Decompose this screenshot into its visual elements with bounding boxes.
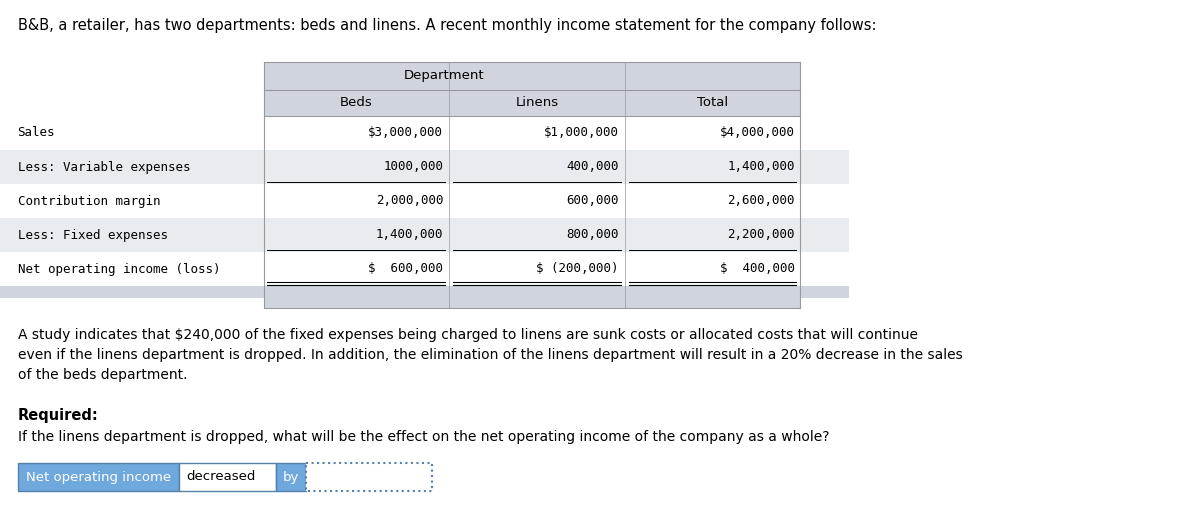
- Text: Less: Variable expenses: Less: Variable expenses: [18, 161, 190, 173]
- Text: If the linens department is dropped, what will be the effect on the net operatin: If the linens department is dropped, wha…: [18, 430, 829, 444]
- Text: Sales: Sales: [18, 127, 55, 140]
- Text: Net operating income: Net operating income: [25, 470, 170, 483]
- Bar: [0, 286, 850, 298]
- Text: 1000,000: 1000,000: [383, 161, 443, 173]
- Text: decreased: decreased: [186, 470, 256, 483]
- Bar: [0, 184, 264, 218]
- Text: Less: Fixed expenses: Less: Fixed expenses: [18, 228, 168, 242]
- Text: $  400,000: $ 400,000: [720, 263, 794, 275]
- Bar: [0, 218, 264, 252]
- Bar: [18, 463, 179, 491]
- Text: A study indicates that $240,000 of the fixed expenses being charged to linens ar: A study indicates that $240,000 of the f…: [18, 328, 962, 382]
- Text: Linens: Linens: [515, 96, 558, 109]
- Text: $4,000,000: $4,000,000: [720, 127, 794, 140]
- Bar: [0, 252, 850, 286]
- Bar: [0, 116, 850, 150]
- Text: 1,400,000: 1,400,000: [727, 161, 794, 173]
- Text: 800,000: 800,000: [566, 228, 619, 242]
- Text: 1,400,000: 1,400,000: [376, 228, 443, 242]
- Bar: [264, 62, 800, 308]
- Text: Beds: Beds: [340, 96, 373, 109]
- Text: $  600,000: $ 600,000: [368, 263, 443, 275]
- Bar: [0, 116, 264, 150]
- Text: Contribution margin: Contribution margin: [18, 194, 160, 207]
- Text: 2,000,000: 2,000,000: [376, 194, 443, 207]
- Text: $ (200,000): $ (200,000): [536, 263, 619, 275]
- Text: Department: Department: [404, 69, 485, 83]
- Text: $3,000,000: $3,000,000: [368, 127, 443, 140]
- Bar: [0, 150, 850, 184]
- Text: by: by: [283, 470, 299, 483]
- Text: Net operating income (loss): Net operating income (loss): [18, 263, 220, 275]
- Bar: [306, 463, 432, 491]
- Bar: [0, 218, 850, 252]
- Text: 600,000: 600,000: [566, 194, 619, 207]
- Bar: [0, 252, 264, 286]
- Text: 2,600,000: 2,600,000: [727, 194, 794, 207]
- Bar: [0, 150, 264, 184]
- Text: 2,200,000: 2,200,000: [727, 228, 794, 242]
- Text: Required:: Required:: [18, 408, 98, 423]
- Text: 400,000: 400,000: [566, 161, 619, 173]
- Bar: [0, 184, 850, 218]
- Text: Total: Total: [697, 96, 728, 109]
- Bar: [179, 463, 276, 491]
- Text: $1,000,000: $1,000,000: [544, 127, 619, 140]
- Text: B&B, a retailer, has two departments: beds and linens. A recent monthly income s: B&B, a retailer, has two departments: be…: [18, 18, 876, 33]
- Bar: [276, 463, 306, 491]
